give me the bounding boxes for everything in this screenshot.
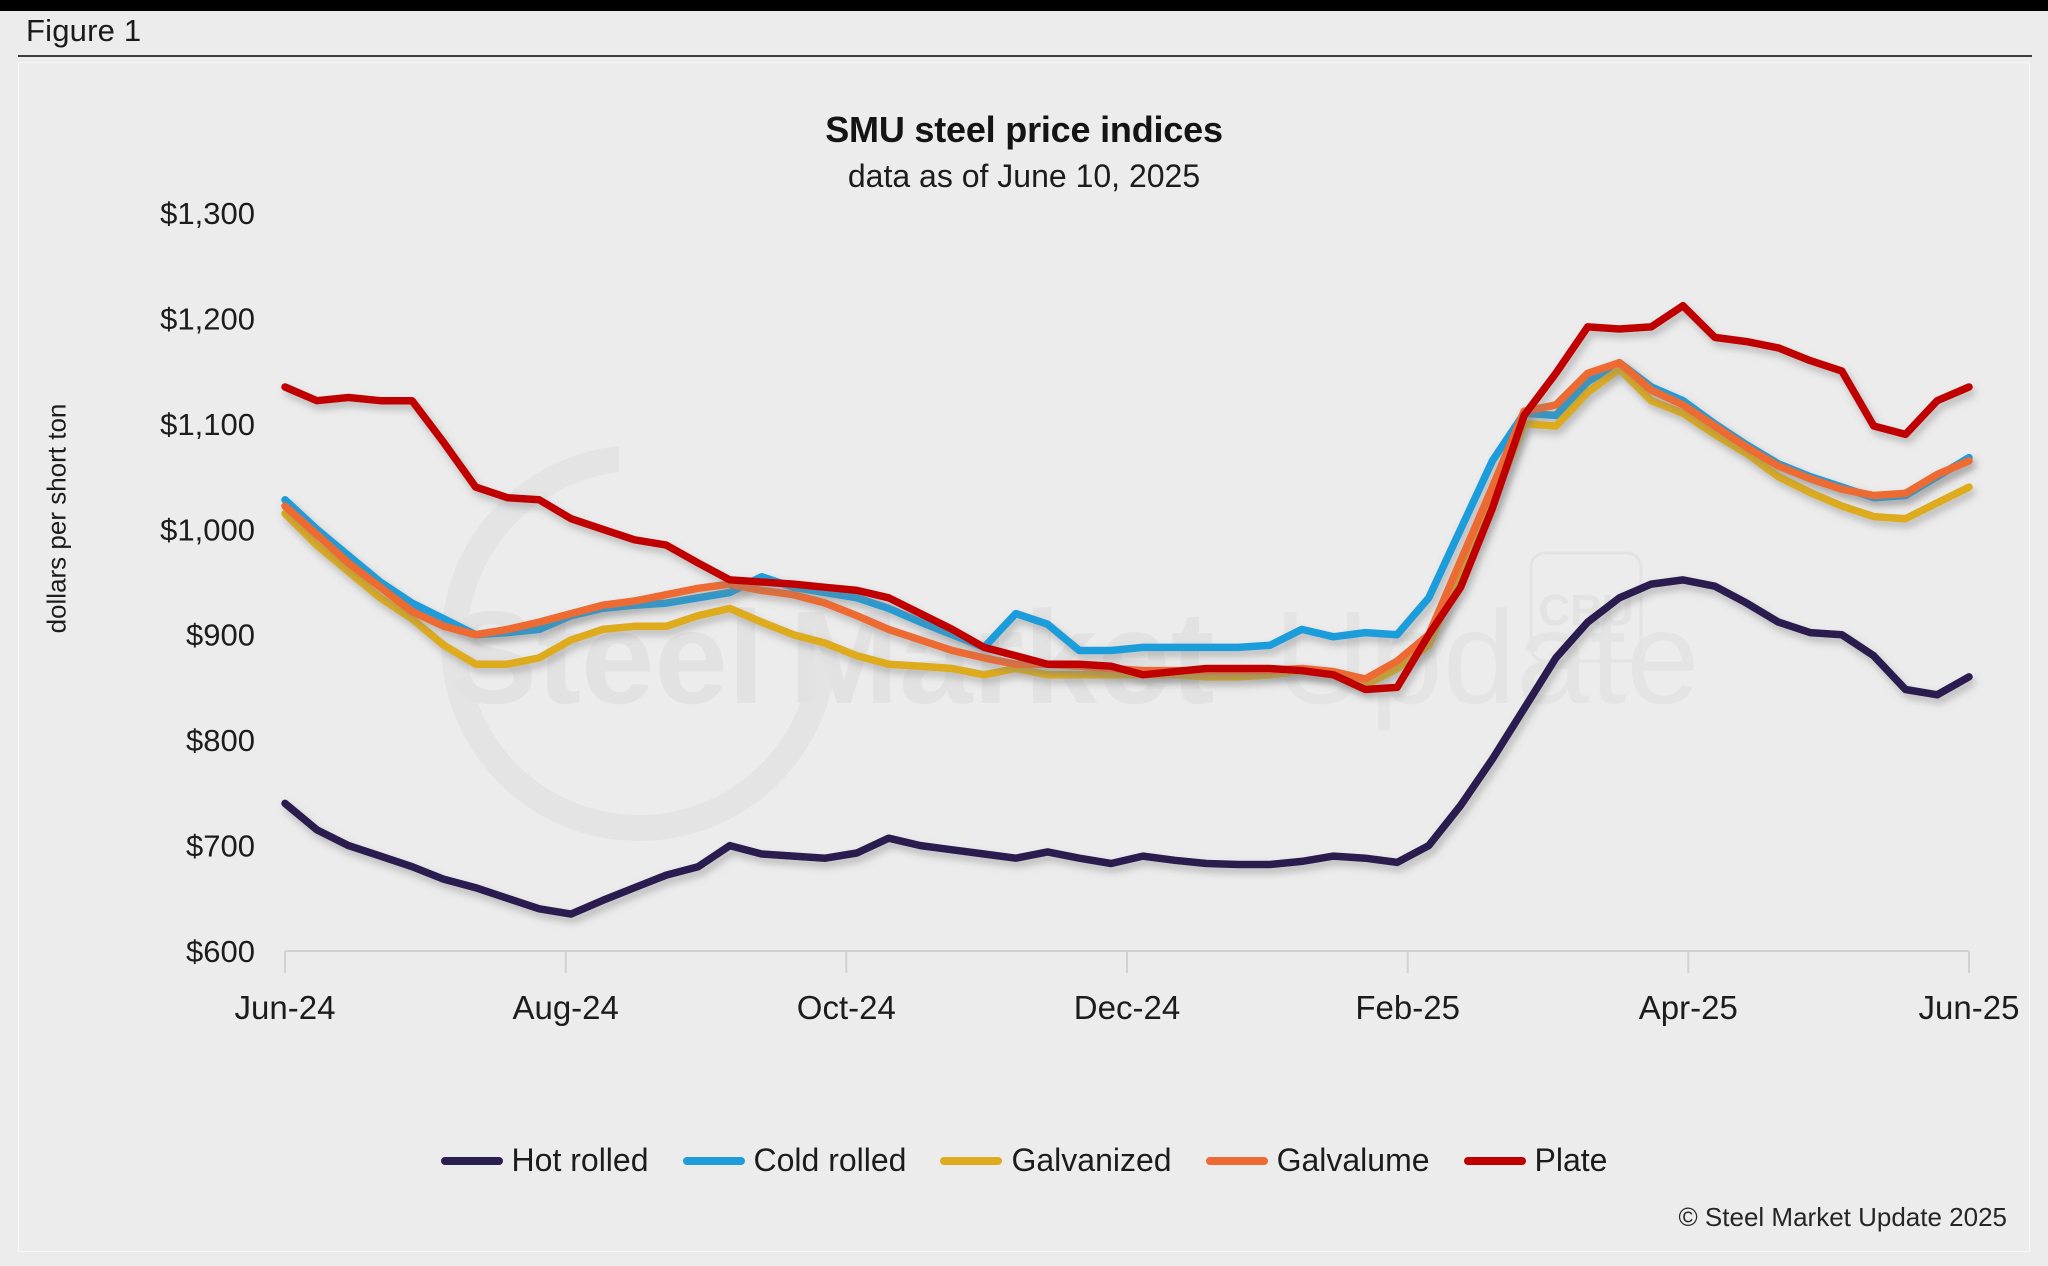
legend-label: Plate [1534,1142,1608,1178]
chart-legend: Hot rolled Cold rolled Galvanized Galvalume… [19,1142,2029,1179]
chart-panel: SMU steel price indices data as of June … [18,62,2030,1252]
legend-swatch-icon [1463,1156,1526,1165]
top-black-bar [0,0,2048,11]
y-tick-label: $1,000 [160,512,255,547]
x-tick-label: Jun-24 [235,989,336,1026]
copyright-notice: © Steel Market Update 2025 [1678,1202,2007,1232]
x-axis-tick-labels: Jun-24 Aug-24 Oct-24 Dec-24 Feb-25 Apr-25 Jun-… [235,989,2020,1026]
legend-swatch-icon [682,1156,745,1165]
figure-caption: Figure 1 [26,13,142,48]
watermark-update: Update [1274,584,1700,731]
caption-divider [18,55,2032,57]
legend-swatch-icon [940,1156,1003,1165]
legend-label: Hot rolled [511,1142,649,1178]
legend-item-galvanized[interactable]: Galvanized [940,1142,1172,1179]
legend-swatch-icon [440,1156,503,1165]
legend-label: Cold rolled [753,1142,907,1178]
y-tick-label: $1,200 [160,301,255,336]
y-tick-label: $900 [186,618,255,653]
x-axis [284,950,1970,973]
y-tick-label: $600 [186,934,255,969]
chart-plot-area: Steel Market Update CRU $1,300$1,200$1,1… [160,196,2020,1026]
chart-subtitle: data as of June 10, 2025 [847,158,1201,194]
legend-item-hot-rolled[interactable]: Hot rolled [440,1142,649,1179]
legend-item-galvalume[interactable]: Galvalume [1205,1142,1430,1179]
series-line-galvanized [281,365,1973,690]
cru-watermark-badge: CRU [1529,551,1643,663]
y-tick-label: $700 [186,829,255,864]
x-tick-label: Dec-24 [1074,989,1180,1026]
legend-item-plate[interactable]: Plate [1463,1142,1608,1179]
y-tick-label: $800 [186,723,255,758]
y-tick-label: $1,100 [160,407,255,442]
x-tick-label: Oct-24 [797,989,896,1026]
data-series-layer [281,302,1973,918]
series-line-hot-rolled [281,576,1973,918]
legend-item-cold-rolled[interactable]: Cold rolled [682,1142,907,1179]
legend-label: Galvanized [1011,1142,1172,1178]
series-line-plate [281,302,1973,694]
x-tick-label: Feb-25 [1355,989,1460,1026]
x-tick-label: Apr-25 [1639,989,1738,1026]
chart-title: SMU steel price indices [825,109,1223,150]
y-tick-label: $1,300 [160,196,255,231]
legend-label: Galvalume [1276,1142,1430,1178]
legend-swatch-icon [1205,1156,1268,1165]
x-tick-label: Jun-25 [1919,989,2020,1026]
y-axis-tick-labels: $1,300 $1,200 $1,100 $1,000 $900 $800 $700 $600 [160,196,255,969]
x-tick-label: Aug-24 [512,989,618,1026]
